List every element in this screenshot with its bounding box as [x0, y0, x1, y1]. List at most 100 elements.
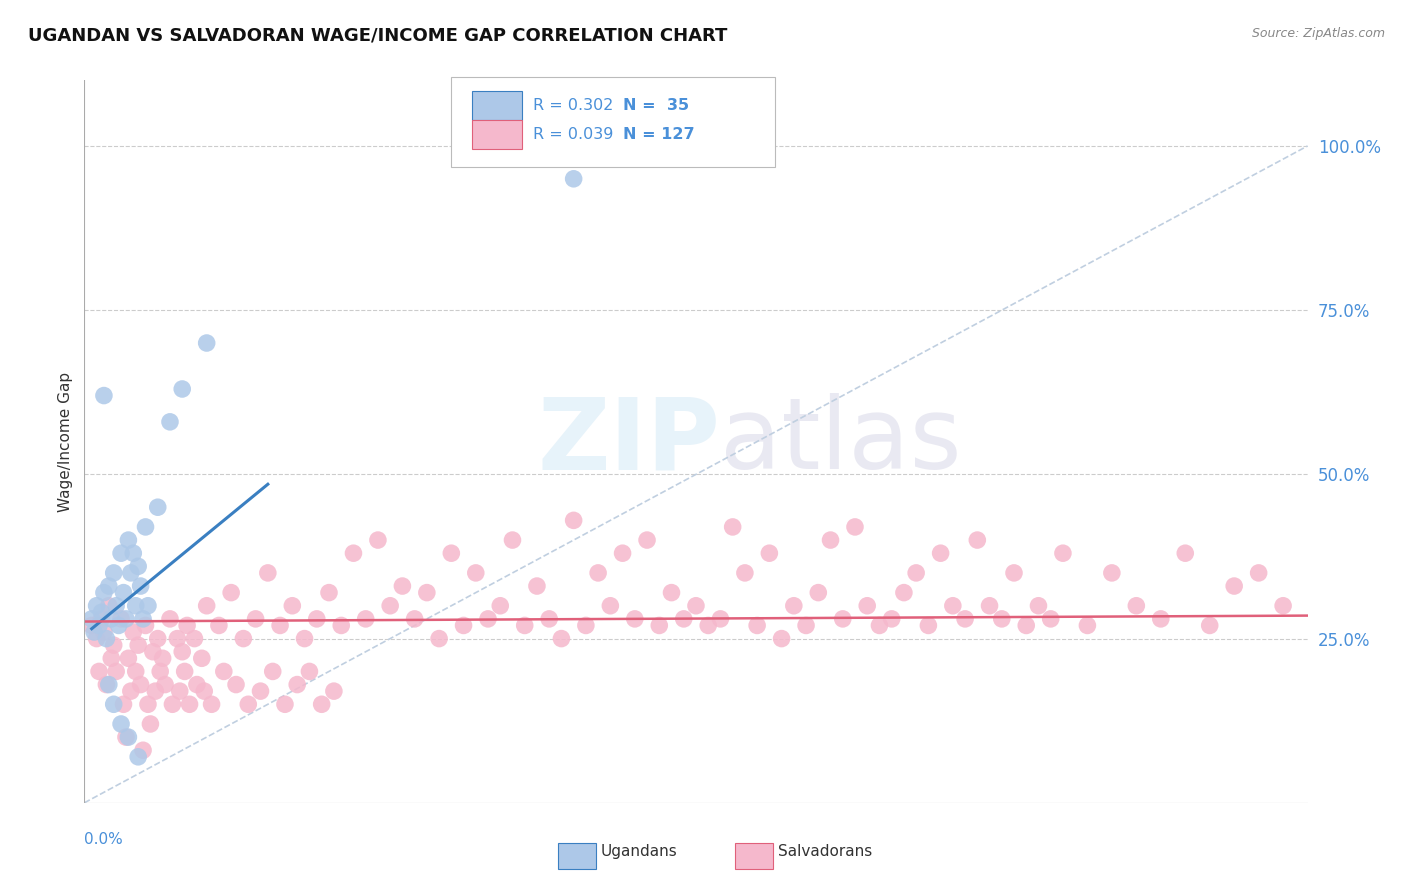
Point	[1052, 546, 1074, 560]
Point	[285, 677, 308, 691]
Point	[844, 520, 866, 534]
Point	[238, 698, 260, 712]
Point	[917, 618, 939, 632]
Point	[322, 684, 344, 698]
Point	[721, 520, 744, 534]
Point	[758, 546, 780, 560]
Text: atlas: atlas	[720, 393, 962, 490]
Point	[636, 533, 658, 547]
Point	[117, 533, 139, 547]
Point	[129, 677, 152, 691]
Point	[139, 717, 162, 731]
Point	[880, 612, 903, 626]
Point	[1028, 599, 1050, 613]
Point	[538, 612, 561, 626]
Point	[274, 698, 297, 712]
Point	[820, 533, 842, 547]
Point	[1272, 599, 1295, 613]
Text: 0.0%: 0.0%	[84, 831, 124, 847]
Point	[105, 599, 128, 613]
Point	[142, 645, 165, 659]
Point	[354, 612, 377, 626]
Point	[107, 618, 129, 632]
Point	[172, 382, 194, 396]
Point	[96, 677, 118, 691]
Point	[562, 513, 585, 527]
Point	[129, 579, 152, 593]
Point	[367, 533, 389, 547]
Point	[110, 612, 132, 626]
Point	[120, 566, 142, 580]
Text: UGANDAN VS SALVADORAN WAGE/INCOME GAP CORRELATION CHART: UGANDAN VS SALVADORAN WAGE/INCOME GAP CO…	[28, 27, 727, 45]
Point	[1174, 546, 1197, 560]
Point	[624, 612, 647, 626]
Point	[112, 698, 135, 712]
Point	[1015, 618, 1038, 632]
Point	[599, 599, 621, 613]
Point	[195, 336, 218, 351]
Point	[685, 599, 707, 613]
Point	[807, 585, 830, 599]
Point	[159, 415, 181, 429]
Point	[318, 585, 340, 599]
Point	[783, 599, 806, 613]
Point	[135, 520, 157, 534]
Text: Salvadorans: Salvadorans	[778, 844, 872, 859]
Point	[87, 618, 110, 632]
Point	[747, 618, 769, 632]
Point	[330, 618, 353, 632]
Point	[172, 645, 194, 659]
Point	[391, 579, 413, 593]
Point	[294, 632, 316, 646]
Point	[612, 546, 634, 560]
Point	[219, 585, 242, 599]
Point	[136, 599, 159, 613]
FancyBboxPatch shape	[472, 120, 522, 149]
Text: Source: ZipAtlas.com: Source: ZipAtlas.com	[1251, 27, 1385, 40]
Point	[869, 618, 891, 632]
Point	[122, 625, 145, 640]
Point	[893, 585, 915, 599]
Point	[648, 618, 671, 632]
Point	[856, 599, 879, 613]
Point	[149, 665, 172, 679]
Point	[1150, 612, 1173, 626]
Point	[305, 612, 328, 626]
Point	[112, 585, 135, 599]
Point	[122, 546, 145, 560]
Point	[257, 566, 280, 580]
Point	[93, 388, 115, 402]
Point	[115, 612, 138, 626]
Point	[672, 612, 695, 626]
Point	[416, 585, 439, 599]
Text: Ugandans: Ugandans	[600, 844, 678, 859]
Point	[105, 665, 128, 679]
Point	[143, 684, 166, 698]
Point	[200, 698, 222, 712]
FancyBboxPatch shape	[735, 843, 773, 869]
Point	[127, 559, 149, 574]
Point	[97, 599, 120, 613]
Point	[193, 684, 215, 698]
Point	[794, 618, 817, 632]
Point	[173, 665, 195, 679]
Point	[80, 612, 103, 626]
Point	[562, 171, 585, 186]
Point	[477, 612, 499, 626]
Point	[195, 599, 218, 613]
Point	[526, 579, 548, 593]
Point	[311, 698, 333, 712]
Text: R = 0.302: R = 0.302	[533, 98, 613, 113]
Point	[697, 618, 720, 632]
Point	[90, 605, 112, 619]
Point	[152, 651, 174, 665]
Point	[661, 585, 683, 599]
Point	[208, 618, 231, 632]
Point	[1076, 618, 1098, 632]
Text: ZIP: ZIP	[537, 393, 720, 490]
Point	[586, 566, 609, 580]
Point	[83, 625, 105, 640]
Point	[502, 533, 524, 547]
Point	[380, 599, 402, 613]
Point	[125, 599, 148, 613]
